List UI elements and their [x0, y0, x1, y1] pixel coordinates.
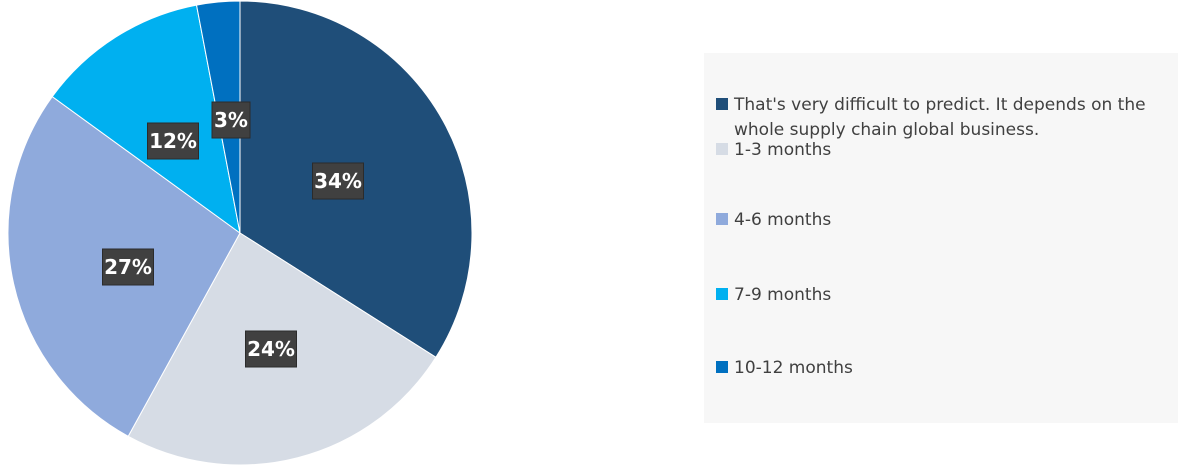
- data-label-box: [312, 162, 364, 200]
- legend-label: 1-3 months: [734, 140, 832, 160]
- legend-item: 4-6 months: [716, 208, 1174, 233]
- data-label-text: 12%: [149, 129, 197, 153]
- data-label-10-12-months: 3%: [211, 101, 251, 139]
- legend-label: 10-12 months: [734, 358, 853, 378]
- legend-item: That's very difficult to predict. It dep…: [716, 93, 1174, 143]
- data-label-text: 3%: [214, 108, 248, 132]
- pie-slices: [7, 0, 473, 466]
- legend-item: 1-3 months: [716, 138, 1174, 163]
- data-label-box: [102, 248, 154, 286]
- pie-data-labels: 34% 24% 27% 12% 3%: [102, 101, 364, 368]
- data-label-text: 24%: [247, 337, 295, 361]
- pie-chart: 34% 24% 27% 12% 3%: [7, 0, 473, 466]
- legend-item: 7-9 months: [716, 283, 1174, 308]
- legend-label: 4-6 months: [734, 210, 832, 230]
- data-label-unpredictable: 34%: [312, 162, 364, 200]
- legend-item: 10-12 months: [716, 356, 1174, 381]
- legend-label: That's very difficult to predict. It dep…: [734, 95, 1146, 140]
- legend: That's very difficult to predict. It dep…: [704, 53, 1178, 423]
- slice-7-9-months: [51, 4, 241, 235]
- data-label-box: [147, 122, 199, 160]
- data-label-box: [211, 101, 251, 139]
- data-label-1-3-months: 24%: [245, 330, 297, 368]
- legend-swatch: [716, 213, 728, 225]
- data-label-7-9-months: 12%: [147, 122, 199, 160]
- data-label-4-6-months: 27%: [102, 248, 154, 286]
- legend-swatch: [716, 361, 728, 373]
- legend-swatch: [716, 143, 728, 155]
- legend-label: 7-9 months: [734, 285, 832, 305]
- data-label-text: 27%: [104, 255, 152, 279]
- legend-swatch: [716, 288, 728, 300]
- data-label-text: 34%: [314, 169, 362, 193]
- data-label-box: [245, 330, 297, 368]
- legend-swatch: [716, 98, 728, 110]
